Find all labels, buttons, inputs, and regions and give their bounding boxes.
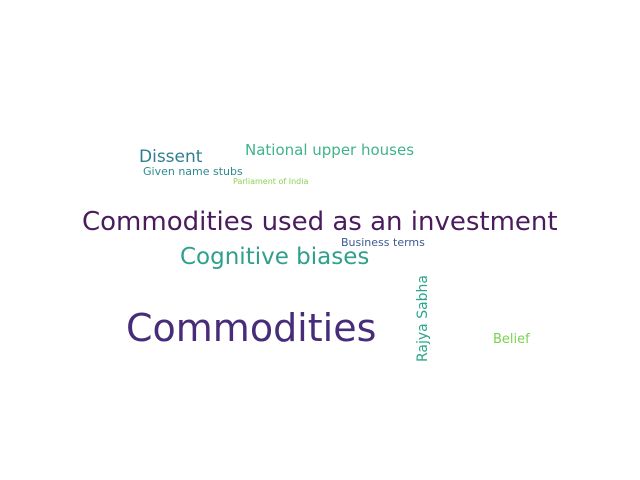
word-national-upper-houses: National upper houses (245, 141, 415, 159)
word-given-name-stubs: Given name stubs (143, 165, 243, 178)
word-belief: Belief (493, 332, 530, 347)
word-dissent: Dissent (139, 147, 203, 167)
word-parliament-of-india: Parliament of India (233, 177, 309, 186)
word-commodities: Commodities (126, 306, 377, 350)
word-cognitive-biases: Cognitive biases (180, 244, 370, 270)
word-business-terms: Business terms (341, 236, 425, 249)
word-commodities-used-as-an-investment: Commodities used as an investment (82, 207, 558, 237)
word-rajya-sabha: Rajya Sabha (415, 274, 431, 362)
